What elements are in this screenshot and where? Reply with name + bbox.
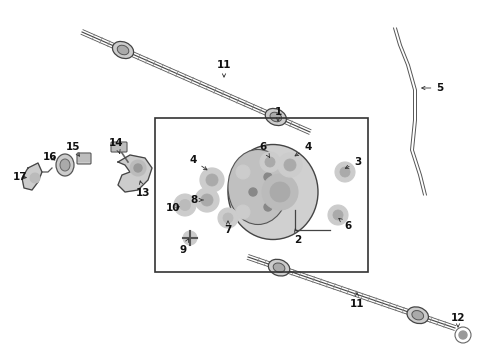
Ellipse shape bbox=[113, 41, 134, 59]
Ellipse shape bbox=[60, 159, 70, 171]
Ellipse shape bbox=[270, 112, 282, 122]
Circle shape bbox=[459, 331, 467, 339]
Text: 6: 6 bbox=[259, 142, 270, 157]
Circle shape bbox=[236, 165, 250, 179]
Text: 13: 13 bbox=[136, 181, 150, 198]
Text: 5: 5 bbox=[422, 83, 443, 93]
Text: 11: 11 bbox=[217, 60, 231, 77]
Ellipse shape bbox=[265, 108, 286, 126]
Circle shape bbox=[30, 173, 40, 183]
Circle shape bbox=[264, 203, 272, 211]
Circle shape bbox=[200, 168, 224, 192]
FancyBboxPatch shape bbox=[77, 153, 91, 164]
Text: 9: 9 bbox=[179, 239, 189, 255]
Ellipse shape bbox=[407, 307, 428, 324]
Text: 4: 4 bbox=[295, 142, 312, 156]
Text: 2: 2 bbox=[294, 229, 302, 245]
Ellipse shape bbox=[56, 154, 74, 176]
Circle shape bbox=[206, 174, 218, 186]
Ellipse shape bbox=[273, 263, 285, 272]
Circle shape bbox=[201, 194, 213, 206]
Text: 7: 7 bbox=[224, 221, 232, 235]
Circle shape bbox=[264, 173, 272, 181]
Ellipse shape bbox=[412, 311, 423, 320]
Polygon shape bbox=[22, 163, 42, 190]
Text: 14: 14 bbox=[109, 138, 123, 153]
Text: 10: 10 bbox=[166, 203, 180, 213]
Circle shape bbox=[236, 205, 250, 219]
Circle shape bbox=[333, 210, 343, 220]
Circle shape bbox=[249, 188, 257, 196]
Text: 12: 12 bbox=[451, 313, 465, 327]
Circle shape bbox=[134, 164, 142, 172]
Text: 4: 4 bbox=[189, 155, 207, 170]
Text: 17: 17 bbox=[13, 172, 27, 182]
Text: 1: 1 bbox=[274, 107, 282, 121]
Ellipse shape bbox=[269, 259, 290, 276]
Ellipse shape bbox=[228, 149, 288, 225]
Polygon shape bbox=[118, 155, 152, 192]
FancyBboxPatch shape bbox=[111, 142, 127, 152]
Circle shape bbox=[183, 231, 197, 245]
Text: 8: 8 bbox=[191, 195, 203, 205]
Circle shape bbox=[130, 160, 146, 176]
Circle shape bbox=[328, 205, 348, 225]
Bar bbox=[155, 118, 368, 272]
Circle shape bbox=[279, 188, 287, 196]
Text: 3: 3 bbox=[345, 157, 362, 168]
Circle shape bbox=[340, 167, 350, 177]
Circle shape bbox=[174, 194, 196, 216]
Circle shape bbox=[278, 153, 302, 177]
Text: 6: 6 bbox=[339, 219, 352, 231]
Circle shape bbox=[335, 162, 355, 182]
Circle shape bbox=[179, 199, 191, 211]
Circle shape bbox=[260, 152, 280, 172]
Circle shape bbox=[195, 188, 219, 212]
Text: 16: 16 bbox=[43, 152, 57, 162]
Circle shape bbox=[262, 174, 298, 210]
Circle shape bbox=[265, 157, 275, 167]
Circle shape bbox=[270, 182, 290, 202]
Circle shape bbox=[281, 160, 295, 174]
Text: 11: 11 bbox=[350, 293, 364, 309]
Circle shape bbox=[284, 159, 296, 171]
Ellipse shape bbox=[228, 144, 318, 239]
Text: 15: 15 bbox=[66, 142, 80, 156]
Circle shape bbox=[218, 208, 238, 228]
Ellipse shape bbox=[117, 45, 129, 55]
Circle shape bbox=[223, 213, 233, 223]
